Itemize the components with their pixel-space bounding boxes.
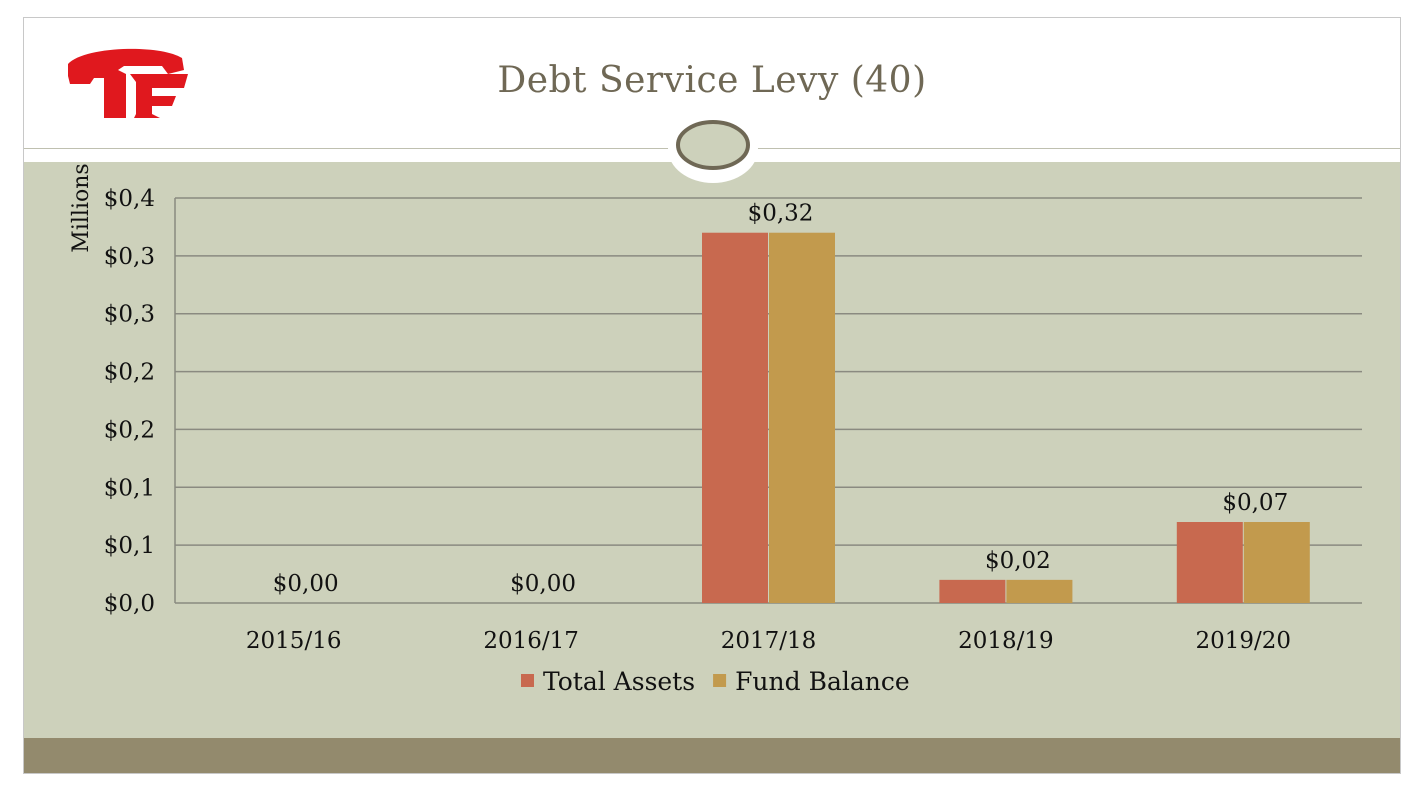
bar-fund-balance	[1006, 579, 1073, 603]
data-label: $0,07	[1222, 490, 1288, 516]
data-label: $0,32	[748, 201, 814, 227]
bar-fund-balance	[1243, 522, 1310, 603]
slide: Debt Service Levy (40) $0,0 $0,1 $0,1 $0,2 $…	[23, 17, 1401, 774]
legend: Total Assets Fund Balance	[521, 667, 910, 696]
bar-total-assets	[1176, 522, 1243, 603]
cf-logo	[68, 48, 188, 118]
footer-bar	[24, 738, 1400, 773]
grid-lines	[174, 197, 1362, 604]
ring-ornament	[668, 115, 758, 183]
x-tick-label: 2016/17	[483, 628, 579, 654]
bar-total-assets	[702, 232, 768, 603]
data-labels: $0,00 $0,00 $0,32 $0,02 $0,07	[273, 201, 1288, 597]
data-label: $0,00	[510, 571, 576, 597]
bar-total-assets	[939, 579, 1006, 603]
legend-swatch	[521, 674, 534, 687]
y-tick-label: $0,4	[104, 186, 155, 212]
y-tick-label: $0,0	[104, 591, 155, 617]
x-tick-label: 2018/19	[958, 628, 1054, 654]
bars	[702, 232, 1310, 603]
bar-chart: $0,0 $0,1 $0,1 $0,2 $0,2 $0,3 $0,3 $0,4 2015/16…	[69, 163, 1362, 696]
x-axis-ticks: 2015/16 2016/17 2017/18 2018/19 2019/20	[246, 628, 1291, 654]
y-tick-label: $0,2	[104, 360, 155, 386]
data-label: $0,00	[273, 571, 339, 597]
y-tick-label: $0,2	[104, 417, 155, 443]
y-tick-label: $0,1	[104, 475, 155, 501]
legend-label: Fund Balance	[735, 667, 910, 696]
y-axis-ticks: $0,0 $0,1 $0,1 $0,2 $0,2 $0,3 $0,3 $0,4	[104, 186, 155, 617]
legend-label: Total Assets	[543, 667, 695, 696]
legend-swatch	[713, 674, 727, 687]
data-label: $0,02	[985, 548, 1051, 574]
x-tick-label: 2015/16	[246, 628, 342, 654]
y-tick-label: $0,3	[104, 302, 155, 328]
slide-title: Debt Service Levy (40)	[497, 60, 927, 101]
x-tick-label: 2019/20	[1196, 628, 1292, 654]
y-axis-title: Millions	[69, 163, 94, 252]
x-tick-label: 2017/18	[721, 628, 817, 654]
y-tick-label: $0,3	[104, 244, 155, 270]
bar-fund-balance	[769, 232, 835, 603]
y-tick-label: $0,1	[104, 533, 155, 559]
